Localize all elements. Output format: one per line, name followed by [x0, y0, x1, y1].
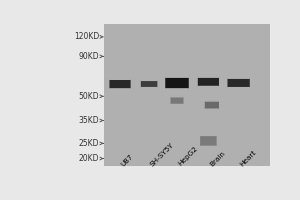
Text: 20KD: 20KD [79, 154, 99, 163]
FancyBboxPatch shape [227, 78, 250, 87]
Text: 50KD: 50KD [79, 92, 99, 101]
Text: 120KD: 120KD [74, 32, 99, 41]
Text: Heart: Heart [238, 149, 257, 167]
FancyBboxPatch shape [170, 97, 184, 104]
Text: U87: U87 [120, 153, 134, 167]
FancyBboxPatch shape [141, 81, 158, 87]
Text: 90KD: 90KD [79, 52, 99, 61]
Text: SH-SY5Y: SH-SY5Y [149, 141, 175, 167]
Text: 25KD: 25KD [79, 139, 99, 148]
FancyBboxPatch shape [198, 77, 219, 86]
FancyBboxPatch shape [165, 77, 189, 89]
Text: HepG2: HepG2 [177, 145, 199, 167]
FancyBboxPatch shape [205, 101, 219, 109]
Text: Brain: Brain [208, 150, 226, 167]
FancyBboxPatch shape [200, 136, 217, 146]
Bar [104, 24, 270, 166]
Text: 35KD: 35KD [79, 116, 99, 125]
FancyBboxPatch shape [110, 80, 130, 89]
